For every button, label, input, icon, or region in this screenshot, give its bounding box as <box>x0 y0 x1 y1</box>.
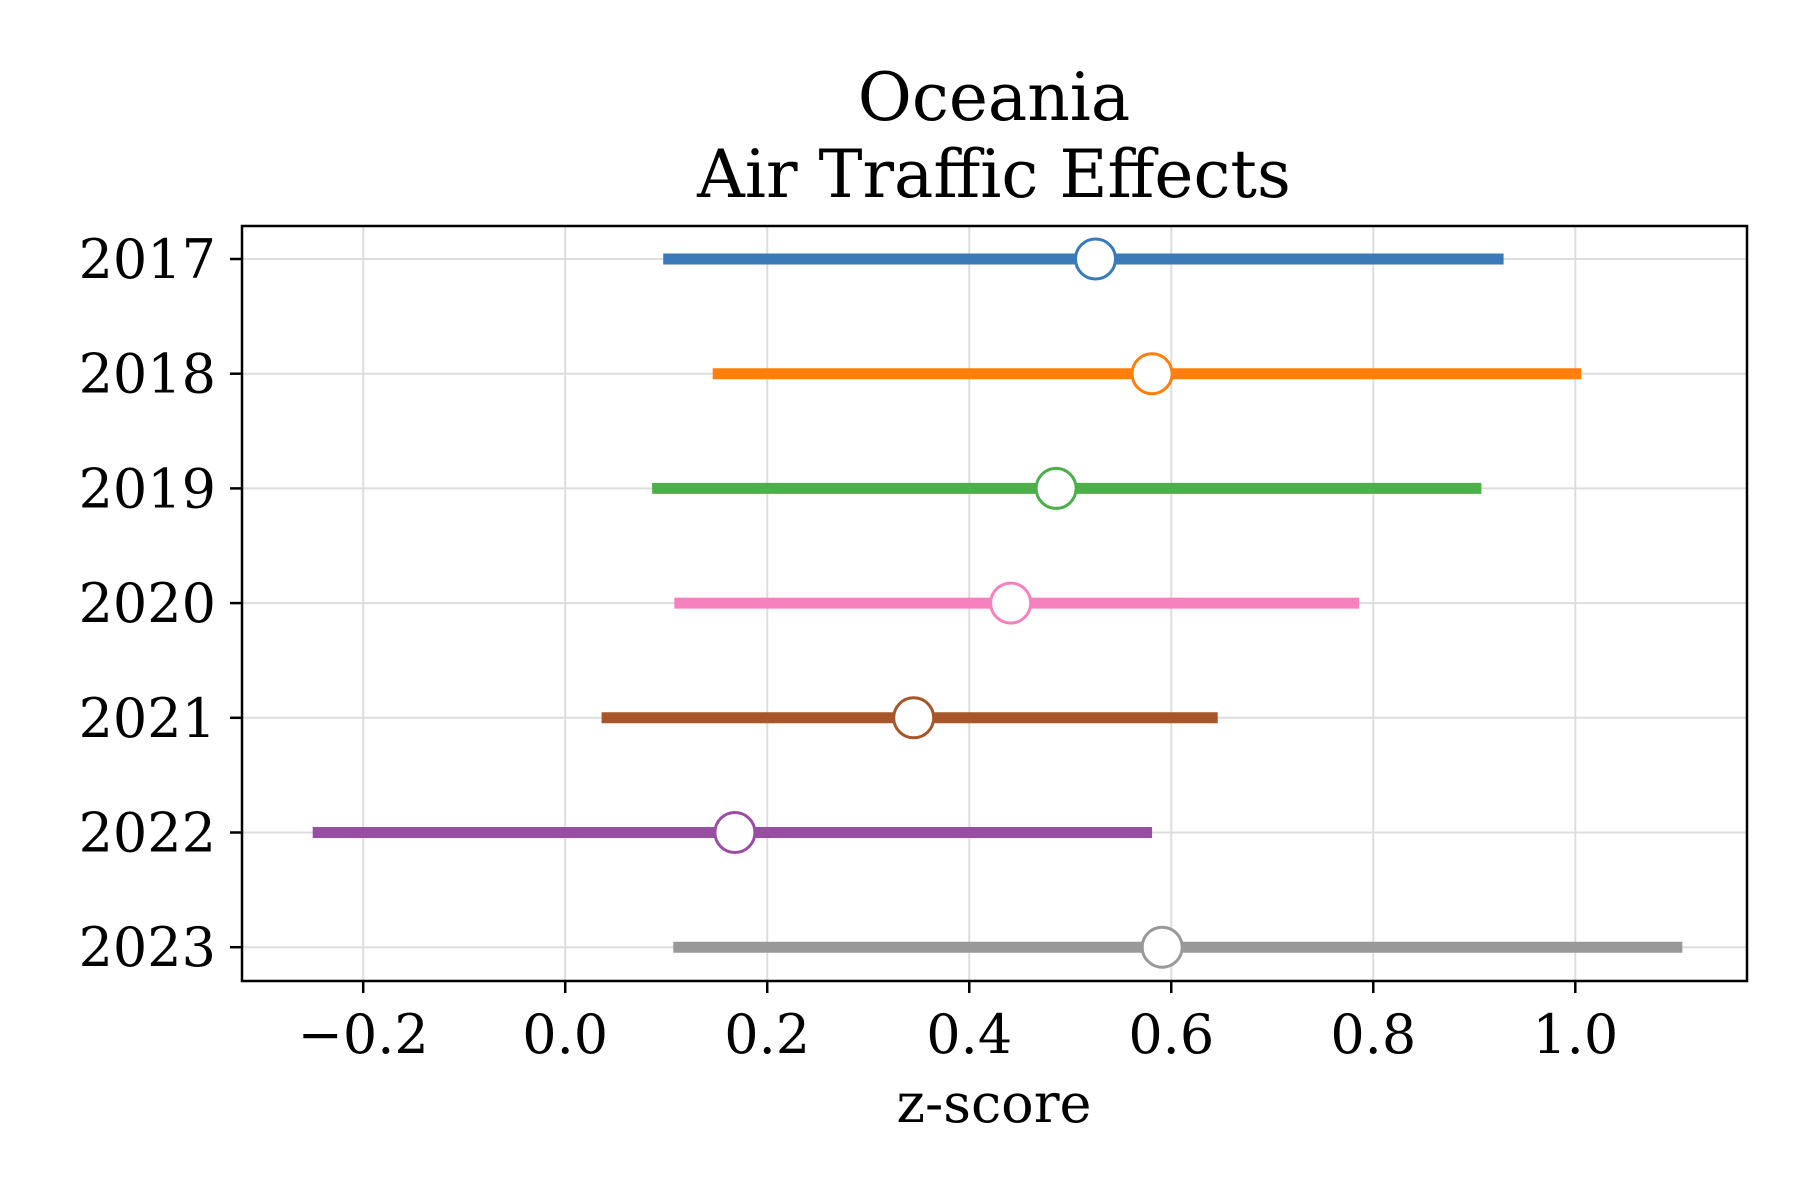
y-tick-label: 2021 <box>79 687 216 750</box>
estimate-point-2021 <box>892 696 936 740</box>
estimate-point-2020 <box>989 581 1033 625</box>
x-tick-label: 0.6 <box>1128 1003 1214 1066</box>
y-tick-label: 2019 <box>79 457 216 520</box>
x-axis-label: z-score <box>897 1072 1092 1135</box>
chart-title: Oceania <box>858 59 1130 136</box>
estimate-point-2018 <box>1130 352 1174 396</box>
x-tick-label: −0.2 <box>298 1003 429 1066</box>
x-tick-label: 0.8 <box>1330 1003 1416 1066</box>
x-tick-label: 1.0 <box>1532 1003 1618 1066</box>
y-tick-label: 2022 <box>79 802 216 865</box>
y-tick-label: 2020 <box>79 572 216 635</box>
estimate-point-2017 <box>1074 237 1118 281</box>
x-tick-label: 0.2 <box>724 1003 810 1066</box>
estimate-point-2019 <box>1034 466 1078 510</box>
estimate-point-2023 <box>1140 925 1184 969</box>
x-tick-label: 0.0 <box>522 1003 608 1066</box>
y-tick-label: 2018 <box>79 343 216 406</box>
axes: −0.2 0.0 0.2 0.4 0.6 0.8 1.0 2017 2018 2019 2020 20… <box>79 224 1749 1066</box>
point-estimates <box>713 237 1184 969</box>
y-tick-label: 2023 <box>79 916 216 979</box>
chart-subtitle: Air Traffic Effects <box>696 136 1291 213</box>
x-tick-label: 0.4 <box>926 1003 1012 1066</box>
estimate-point-2022 <box>713 811 757 854</box>
y-tick-label: 2017 <box>79 228 216 291</box>
